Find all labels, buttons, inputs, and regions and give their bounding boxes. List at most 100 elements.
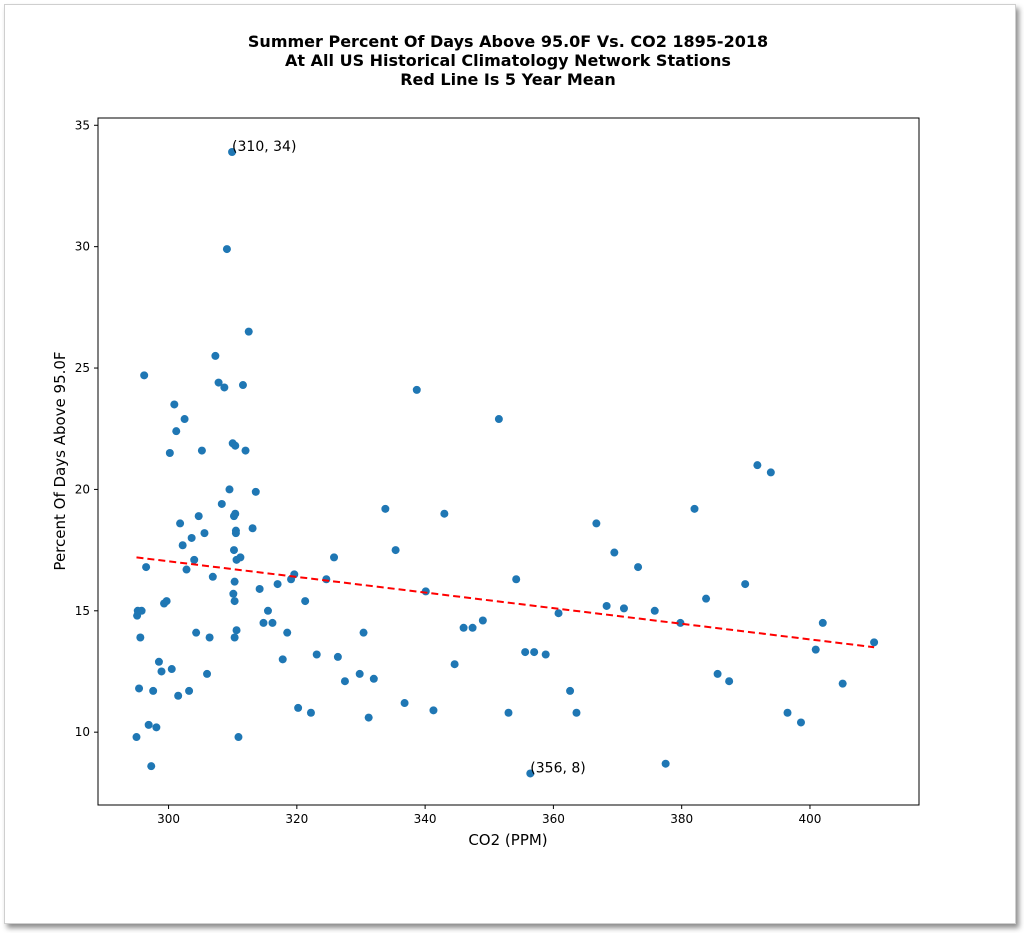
- y-axis-label: Percent Of Days Above 95.0F: [51, 351, 69, 570]
- data-point: [225, 485, 234, 494]
- x-axis-label: CO2 (PPM): [468, 831, 547, 849]
- data-point: [170, 400, 179, 409]
- y-axis-ticks: 10 15 20 25 30 35: [75, 118, 98, 739]
- x-axis-ticks: 300 320 340 360 380 400: [157, 805, 821, 826]
- data-point: [238, 381, 247, 390]
- data-point: [359, 628, 368, 637]
- data-point: [521, 648, 530, 657]
- annotations: (310, 34) (356, 8): [232, 139, 586, 776]
- data-point: [811, 645, 820, 654]
- data-point: [180, 415, 189, 424]
- y-tick-label: 30: [75, 240, 90, 254]
- data-point: [330, 553, 339, 562]
- data-point: [554, 609, 563, 618]
- data-point: [494, 415, 503, 424]
- data-point: [796, 718, 805, 727]
- data-point: [251, 487, 260, 496]
- data-point: [478, 616, 487, 625]
- data-point: [602, 601, 611, 610]
- data-point: [230, 633, 239, 642]
- data-point: [610, 548, 619, 557]
- data-point: [149, 686, 158, 695]
- data-point: [572, 708, 581, 717]
- data-point: [741, 580, 750, 589]
- x-tick-label: 300: [157, 812, 180, 826]
- data-point: [312, 650, 321, 659]
- data-point: [364, 713, 373, 722]
- data-point: [278, 655, 287, 664]
- data-point: [234, 733, 243, 742]
- data-point: [283, 628, 292, 637]
- data-point: [244, 327, 253, 336]
- plot-area: [97, 117, 920, 806]
- data-points: [132, 147, 879, 778]
- data-point: [650, 606, 659, 615]
- x-tick-label: 380: [670, 812, 693, 826]
- data-point: [152, 723, 161, 732]
- data-point: [178, 541, 187, 550]
- point-annotation: (356, 8): [530, 760, 585, 776]
- data-point: [172, 427, 181, 436]
- data-point: [137, 606, 146, 615]
- data-point: [412, 385, 421, 394]
- data-point: [838, 679, 847, 688]
- data-point: [713, 669, 722, 678]
- trend-line: [136, 556, 875, 649]
- data-point: [504, 708, 513, 717]
- data-point: [211, 351, 220, 360]
- data-point: [526, 769, 535, 778]
- data-point: [306, 708, 315, 717]
- data-point: [355, 669, 364, 678]
- data-point: [753, 461, 762, 470]
- x-tick-label: 320: [285, 812, 308, 826]
- data-point: [140, 371, 149, 380]
- chart-title-line-3: Red Line Is 5 Year Mean: [400, 70, 616, 89]
- data-point: [182, 565, 191, 574]
- data-point: [174, 691, 183, 700]
- data-point: [619, 604, 628, 613]
- data-point: [231, 529, 240, 538]
- data-point: [268, 618, 277, 627]
- data-point: [208, 572, 217, 581]
- data-point: [566, 686, 575, 695]
- data-point: [381, 504, 390, 513]
- data-point: [263, 606, 272, 615]
- data-point: [185, 686, 194, 695]
- data-point: [165, 449, 174, 458]
- data-point: [783, 708, 792, 717]
- data-point: [512, 575, 521, 584]
- data-point: [136, 633, 145, 642]
- data-point: [301, 597, 310, 606]
- data-point: [214, 378, 223, 387]
- data-point: [450, 660, 459, 669]
- data-point: [440, 509, 449, 518]
- data-point: [230, 597, 239, 606]
- data-point: [154, 657, 163, 666]
- data-point: [217, 499, 226, 508]
- data-point: [157, 667, 166, 676]
- data-point: [870, 638, 879, 647]
- data-point: [200, 529, 209, 538]
- data-point: [176, 519, 185, 528]
- y-tick-label: 10: [75, 725, 90, 739]
- data-point: [429, 706, 438, 715]
- x-tick-label: 360: [542, 812, 565, 826]
- y-tick-label: 35: [75, 118, 90, 132]
- data-point: [167, 665, 176, 674]
- data-point: [236, 553, 245, 562]
- data-point: [530, 648, 539, 657]
- data-point: [132, 733, 141, 742]
- data-point: [400, 699, 409, 708]
- y-tick-label: 20: [75, 482, 90, 496]
- x-tick-label: 400: [799, 812, 822, 826]
- data-point: [231, 441, 240, 450]
- data-point: [661, 759, 670, 768]
- data-point: [340, 677, 349, 686]
- x-tick-label: 340: [414, 812, 437, 826]
- data-point: [725, 677, 734, 686]
- data-point: [391, 546, 400, 555]
- data-point: [232, 626, 241, 635]
- data-point: [192, 628, 201, 637]
- data-point: [676, 618, 685, 627]
